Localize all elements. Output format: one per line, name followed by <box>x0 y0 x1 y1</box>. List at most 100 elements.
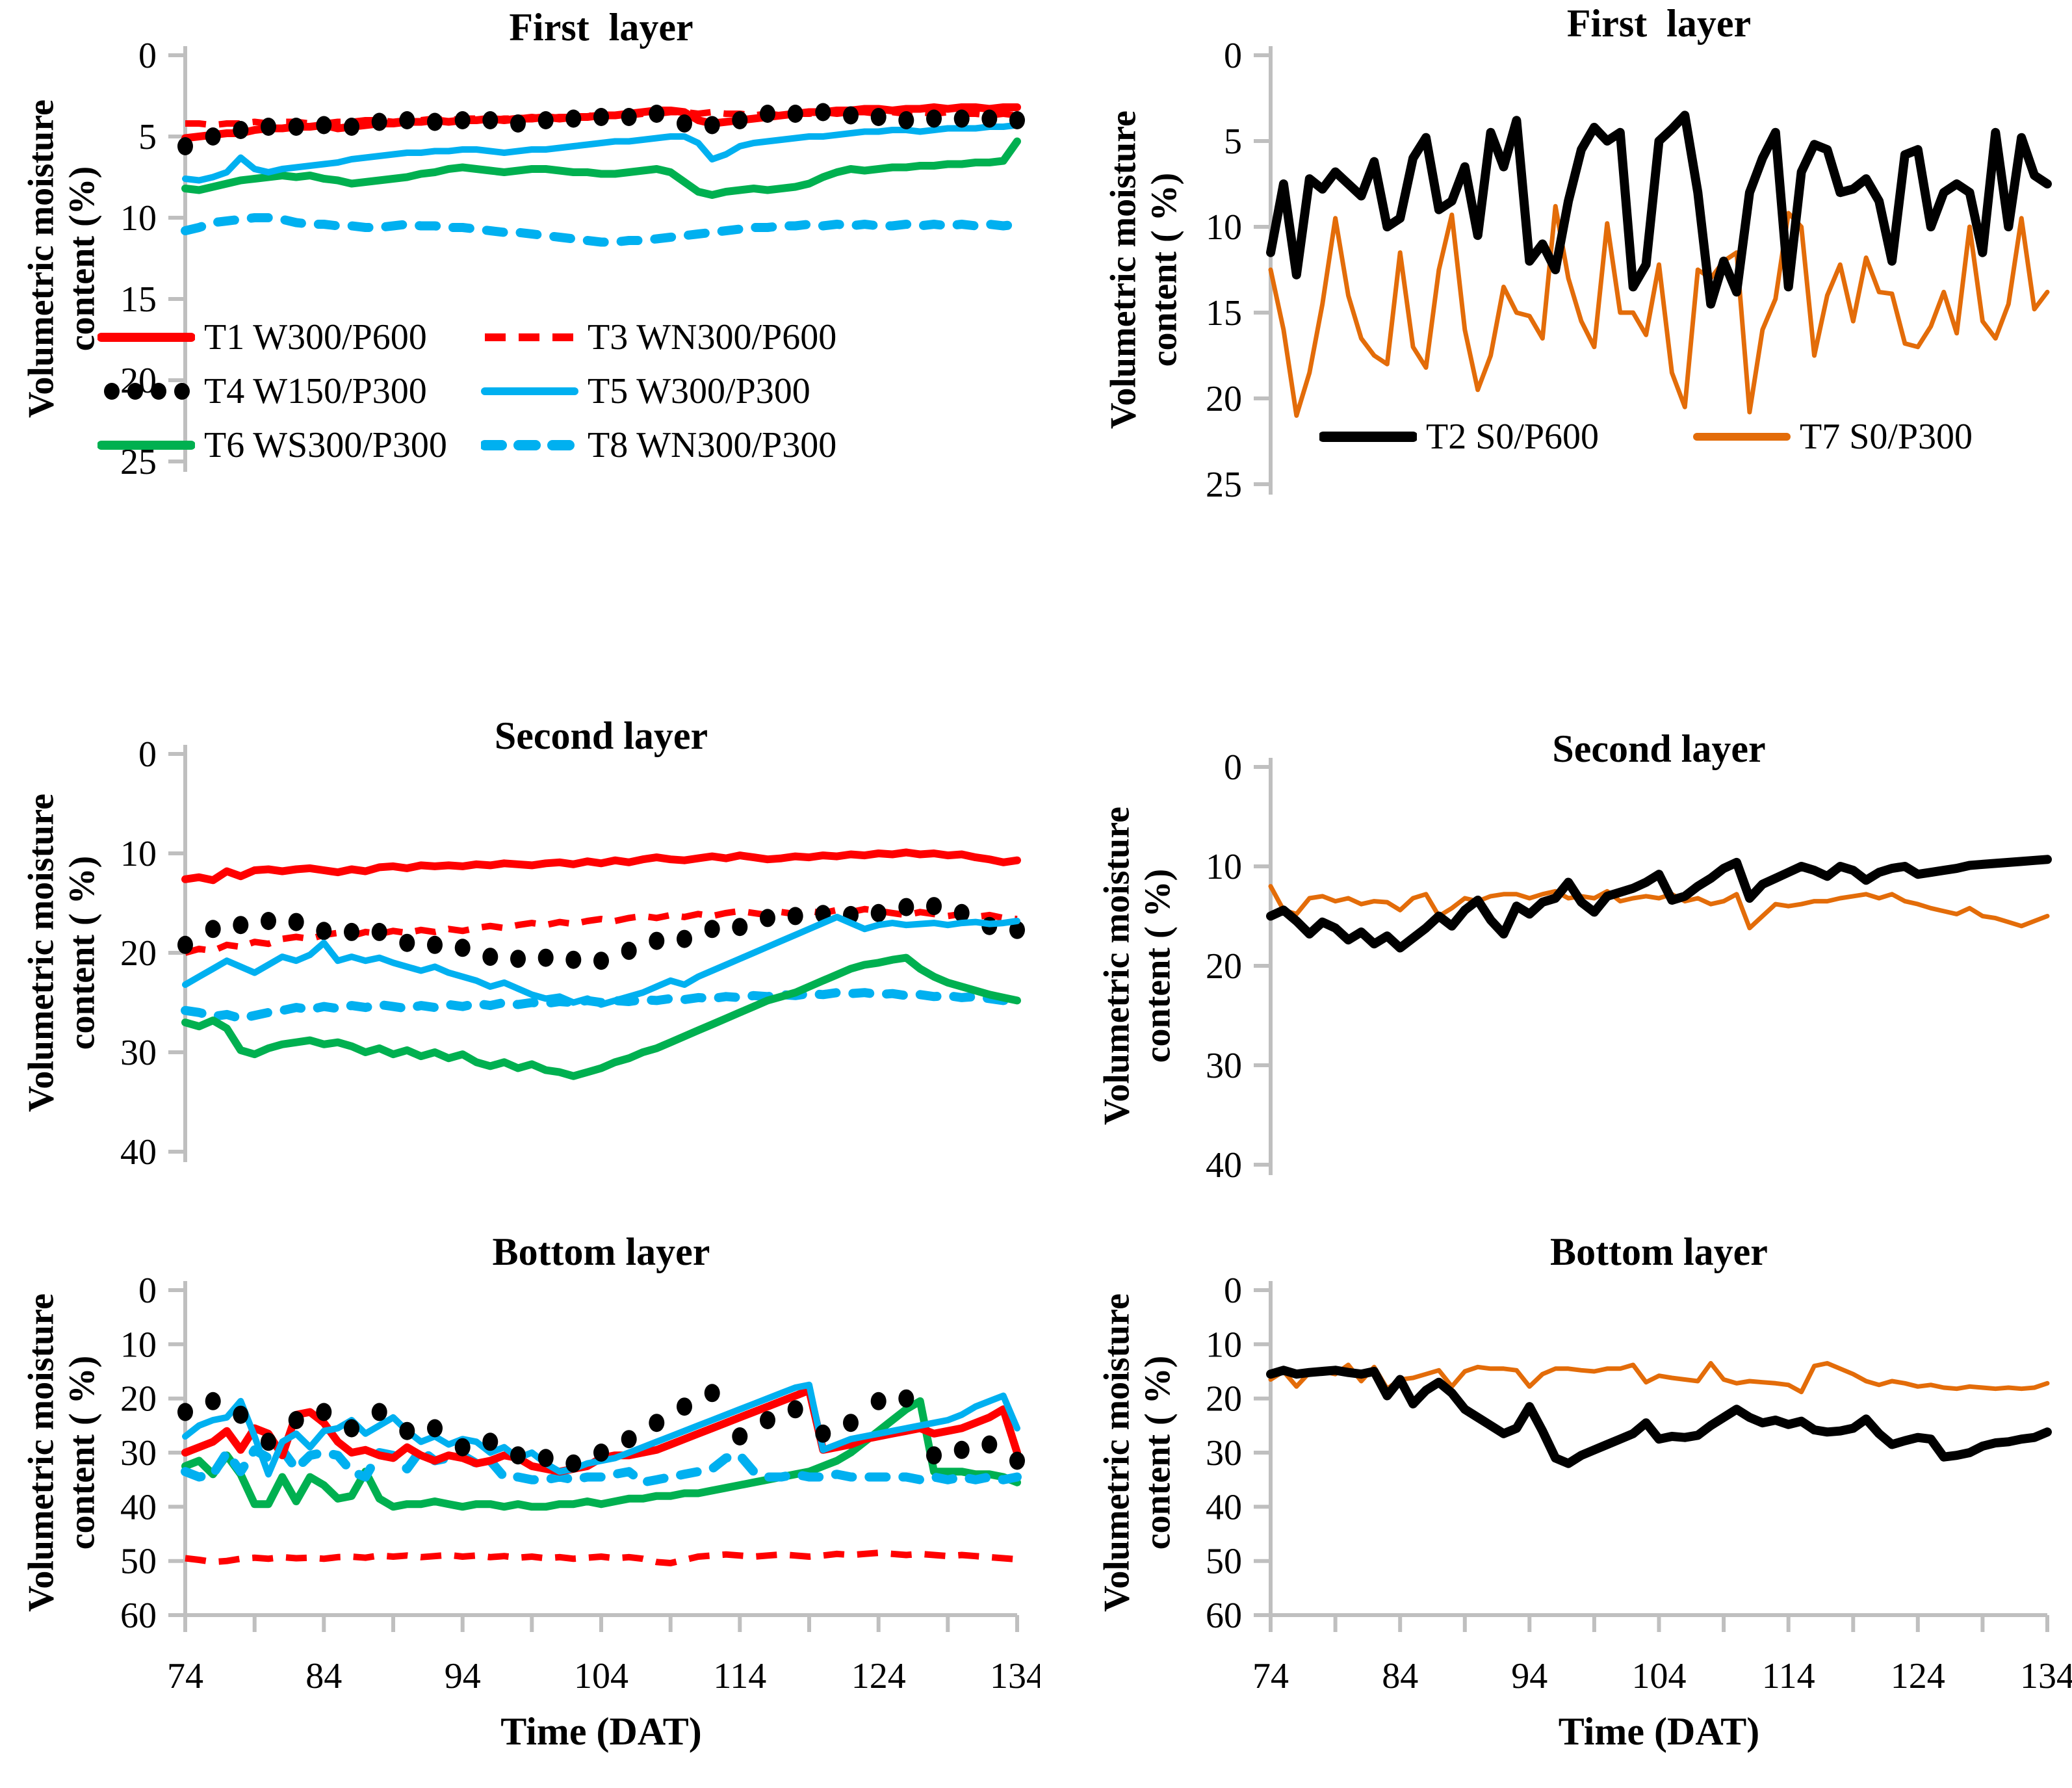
y-tick-label: 10 <box>120 1325 157 1365</box>
x-tick-label: 114 <box>1762 1656 1815 1696</box>
legend-sample-glyph <box>97 333 196 342</box>
x-tick-label: 94 <box>1511 1656 1548 1696</box>
x-tick-label: 124 <box>1891 1656 1945 1696</box>
series-t3 <box>185 1549 1018 1566</box>
series-t7 <box>1268 203 2050 418</box>
chart-title: Bottom layer <box>1550 1230 1768 1273</box>
chart-title: First layer <box>1566 2 1752 45</box>
y-tick-label: 40 <box>1206 1145 1242 1186</box>
x-tick-label: 104 <box>1632 1656 1687 1696</box>
y-tick-label: 20 <box>120 933 157 974</box>
x-tick-label: 104 <box>574 1656 628 1696</box>
series-t4 <box>177 103 1025 155</box>
legend-entry: T8 WN300/P300 <box>480 424 836 466</box>
y-tick-label: 40 <box>120 1487 157 1527</box>
series-t2 <box>1266 855 2052 953</box>
chart-title: Second layer <box>1552 727 1766 770</box>
chart-second-layer-left: Second layer Volumetric moisture content… <box>0 656 1040 1202</box>
legend-entry: T5 W300/P300 <box>481 370 810 412</box>
y-tick-label: 30 <box>1206 1046 1242 1086</box>
y-tick-label: 20 <box>120 1379 157 1419</box>
legend-sample <box>480 424 580 466</box>
x-axis-title: Time (DAT) <box>1558 1710 1760 1753</box>
y-tick-label: 0 <box>1224 1271 1242 1311</box>
legend-sample-glyph <box>1318 432 1418 442</box>
legend-sample <box>481 370 578 412</box>
plot-area: 0 10 20 30 40 <box>1206 747 2052 1186</box>
x-tick-label: 134 <box>990 1656 1040 1696</box>
chart-title: Bottom layer <box>492 1230 710 1273</box>
chart-bottom-layer-right: Bottom layer Volumetric moisture content… <box>1040 1202 2072 1788</box>
y-tick-label: 20 <box>1206 1379 1242 1419</box>
y-tick-label: 30 <box>1206 1433 1242 1473</box>
legend-sample <box>1693 416 1791 458</box>
legend-label: T2 S0/P600 <box>1426 417 1599 457</box>
y-tick-label: 5 <box>138 117 157 157</box>
x-tick-label: 84 <box>305 1656 342 1696</box>
series-t3 <box>184 905 1018 956</box>
y-tick-label: 10 <box>1206 847 1242 887</box>
y-tick-label: 30 <box>120 1433 157 1473</box>
y-tick-label: 0 <box>138 1271 157 1311</box>
x-tick-label: 124 <box>851 1656 906 1696</box>
legend-entry: T1 W300/P600 <box>97 317 427 358</box>
legend-label: T5 W300/P300 <box>588 371 810 411</box>
series-t2 <box>1266 110 2052 309</box>
series-t1 <box>181 848 1021 885</box>
series-t5 <box>182 913 1020 1008</box>
x-tick-label: 84 <box>1382 1656 1418 1696</box>
legend-label: T3 WN300/P600 <box>588 317 837 357</box>
legend-sample-glyph <box>104 383 190 400</box>
legend-label: T6 WS300/P300 <box>204 425 447 465</box>
legend-entry: T2 S0/P600 <box>1318 416 1599 458</box>
series-t8 <box>181 1445 1022 1487</box>
y-tick-label: 0 <box>138 36 157 76</box>
y-tick-label: 40 <box>1206 1487 1242 1527</box>
legend-entry: T6 WS300/P300 <box>97 424 447 466</box>
series-t4 <box>177 1384 1025 1473</box>
x-tick-label: 134 <box>2020 1656 2072 1696</box>
legend-label: T7 S0/P300 <box>1800 417 1973 457</box>
y-tick-label: 10 <box>120 198 157 239</box>
axes: 0 10 20 30 40 <box>120 734 187 1173</box>
legend-sample <box>97 317 196 358</box>
legend-sample <box>97 370 195 412</box>
y-tick-label: 0 <box>1224 36 1242 76</box>
legend-sample-glyph <box>480 440 580 450</box>
legend-sample <box>481 317 578 358</box>
chart-title: Second layer <box>494 714 708 757</box>
y-tick-label: 10 <box>120 834 157 874</box>
chart-second-layer-right: Second layer Volumetric moisture content… <box>1040 656 2072 1202</box>
series-t8 <box>181 213 1022 247</box>
series-t6 <box>181 953 1021 1080</box>
legend-label: T1 W300/P600 <box>204 317 427 357</box>
chart-first-layer-left: First layer Volumetric moisture content … <box>0 0 1040 656</box>
y-tick-label: 50 <box>1206 1542 1242 1582</box>
x-tick-label: 94 <box>445 1656 481 1696</box>
series-t6 <box>181 137 1021 199</box>
legend-sample-glyph <box>1693 433 1791 441</box>
y-tick-label: 5 <box>1224 122 1242 162</box>
x-tick-label: 74 <box>1252 1656 1289 1696</box>
y-tick-label: 0 <box>138 734 157 775</box>
y-tick-label: 0 <box>1224 747 1242 788</box>
series-t5 <box>182 122 1020 184</box>
y-tick-label: 25 <box>1206 465 1242 505</box>
y-tick-label: 50 <box>120 1542 157 1582</box>
legend-entry: T7 S0/P300 <box>1693 416 1973 458</box>
y-tick-label: 10 <box>1206 1325 1242 1365</box>
chart-title: First layer <box>509 6 693 49</box>
chart-first-layer-right: First layer Volumetric moisture content … <box>1040 0 2072 656</box>
y-tick-label: 15 <box>1206 293 1242 333</box>
chart-bottom-layer-left: Bottom layer Volumetric moisture content… <box>0 1202 1040 1788</box>
y-tick-label: 60 <box>1206 1596 1242 1636</box>
y-tick-label: 40 <box>120 1132 157 1173</box>
plot-area: 0 10 20 30 40 <box>120 734 1025 1173</box>
